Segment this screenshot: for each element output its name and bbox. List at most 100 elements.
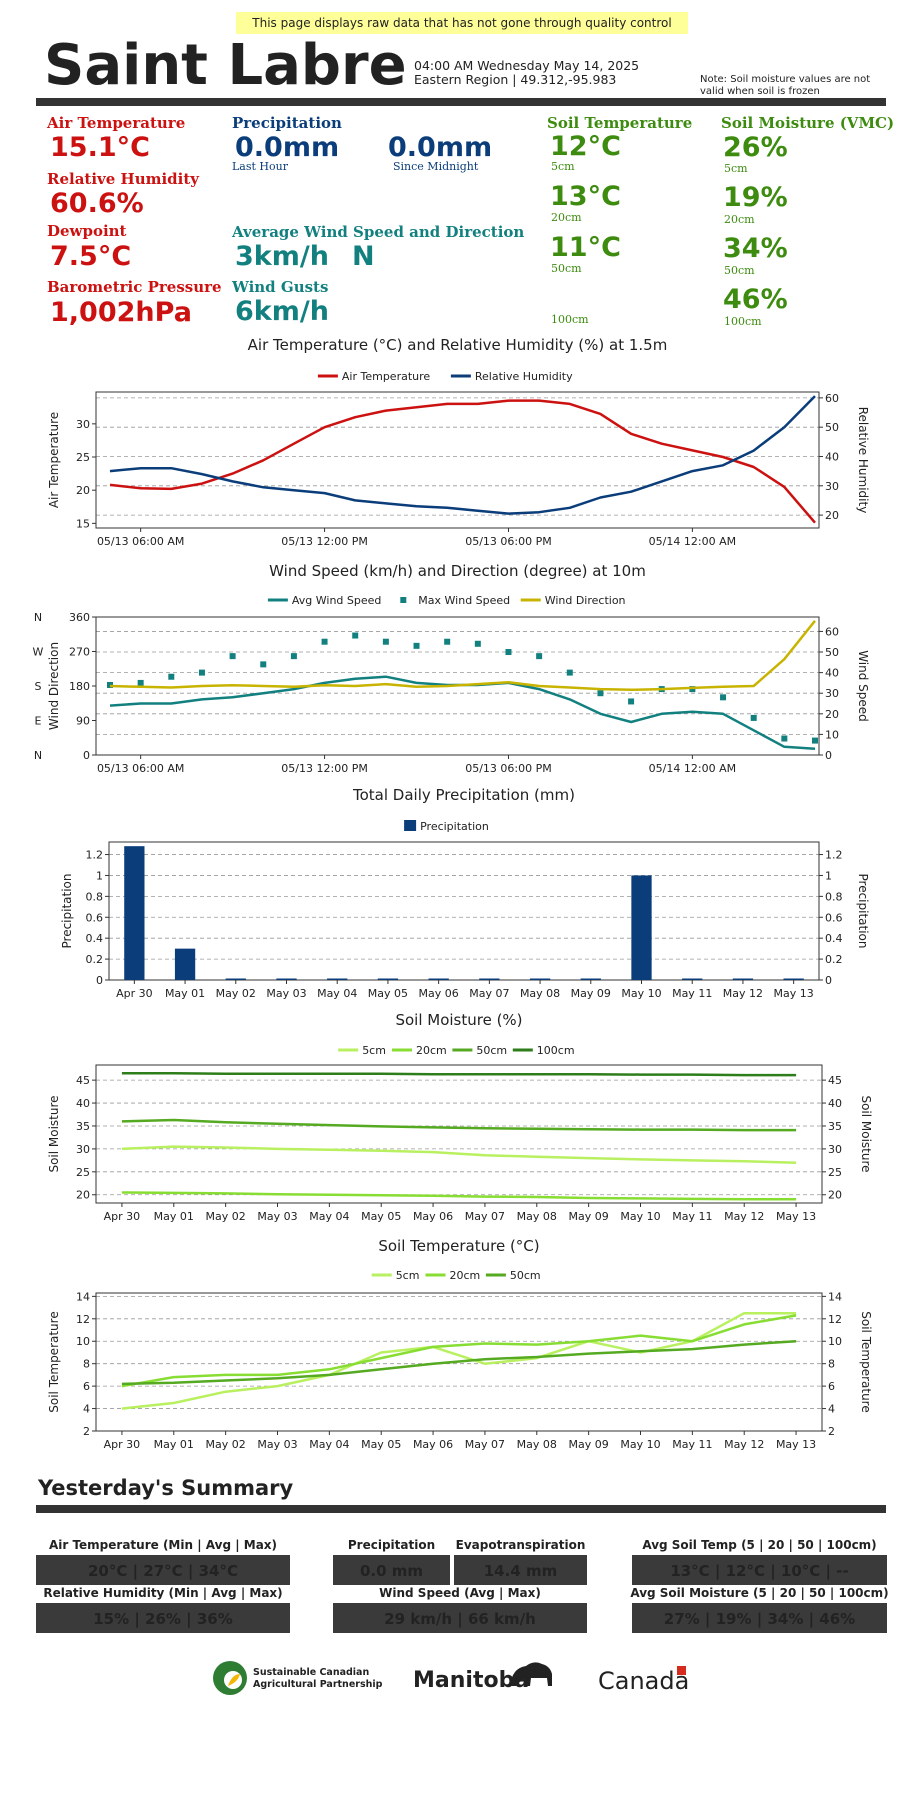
value: 34% [723,233,788,264]
y2-axis-label: Precipitation [856,873,870,948]
value: 46% [723,284,788,315]
bar [580,978,601,980]
legend-label: 50cm [476,1044,507,1057]
y2-tick-label: 0 [825,749,832,762]
x-tick-label: May 02 [206,1210,246,1223]
summary-value: 27% | 19% | 34% | 46% [664,1610,855,1629]
summary-value: 29 km/h | 66 km/h [384,1610,536,1629]
summary-box [333,1555,450,1585]
y-tick-label: 360 [69,611,90,624]
legend-label: Avg Wind Speed [292,594,382,607]
x-tick-label: May 10 [621,987,661,1000]
summary-value: 13°C | 12°C | 10°C | -- [670,1562,848,1581]
plot-frame [95,391,820,529]
y2-tick-label: 50 [825,421,839,434]
x-tick-label: May 11 [672,1438,712,1451]
y2-tick-label: 40 [825,667,839,680]
x-tick-label: May 03 [257,1438,297,1451]
y-tick-label: 12 [76,1313,90,1326]
x-tick-label: May 08 [517,1210,557,1223]
y-tick-label: 0 [83,749,90,762]
x-tick-label: May 11 [672,1210,712,1223]
x-tick-label: May 02 [206,1438,246,1451]
direction-label: E [35,715,42,728]
x-tick-label: May 12 [724,1438,764,1451]
divider [36,1505,886,1513]
summary-box [36,1555,290,1585]
x-tick-label: May 03 [266,987,306,1000]
x-tick-label: May 04 [309,1210,349,1223]
x-tick-label: May 08 [517,1438,557,1451]
logo-text: Sustainable Canadian [253,1667,369,1678]
marker [444,638,451,645]
value: 11°C [550,232,621,263]
marker [321,638,328,645]
label: Wind Gusts [231,278,328,296]
label: Barometric Pressure [47,278,222,296]
marker [597,690,604,697]
line-series [121,1118,797,1132]
y2-tick-label: 60 [825,392,839,405]
value: 7.5°C [50,241,131,272]
depth: 100cm [551,313,589,326]
label: Average Wind Speed and Direction [231,223,524,241]
value: 3km/h [235,241,329,272]
bar [631,875,652,980]
x-tick-label: May 12 [724,1210,764,1223]
summary-box [36,1603,290,1633]
y2-axis-label: Wind Speed [856,650,870,722]
y2-tick-label: 6 [828,1380,835,1393]
divider [36,98,886,106]
y2-tick-label: 0.2 [825,953,843,966]
legend-label: Air Temperature [342,370,431,383]
value: N [352,241,375,272]
y2-tick-label: 0 [825,974,832,987]
summary-value: 0.0 mm [360,1562,423,1580]
y2-tick-label: 10 [825,728,839,741]
summary-label: Avg Soil Moisture (5 | 20 | 50 | 100cm) [630,1586,888,1600]
y2-tick-label: 8 [828,1358,835,1371]
marker [720,694,727,701]
x-tick-label: Apr 30 [104,1438,141,1451]
datetime: 04:00 AM Wednesday May 14, 2025 [414,58,639,73]
notice-box [236,12,688,34]
summary-label: Wind Speed (Avg | Max) [379,1586,541,1600]
x-tick-label: 05/14 12:00 AM [649,535,736,548]
label: Dewpoint [47,222,127,240]
bar [682,978,703,980]
y-tick-label: 30 [76,1143,90,1156]
chart-title: Soil Temperature (°C) [378,1237,539,1255]
y-tick-label: 25 [76,1166,90,1179]
value: 1,002hPa [50,297,192,328]
y2-tick-label: 40 [825,450,839,463]
y-axis-label: Wind Direction [47,642,61,730]
plot-frame [95,1064,823,1204]
bar [377,978,399,980]
x-tick-label: May 10 [620,1438,660,1451]
x-tick-label: May 07 [465,1438,505,1451]
bar [783,978,804,980]
x-tick-label: May 03 [257,1210,297,1223]
value: 6km/h [235,296,329,327]
y2-tick-label: 50 [825,646,839,659]
depth: 50cm [551,262,582,275]
y2-tick-label: 25 [828,1166,842,1179]
logo-text: Manitoba [413,1668,529,1693]
y-tick-label: 20 [76,1189,90,1202]
region: Eastern Region | 49.312,-95.983 [414,72,616,87]
x-tick-label: Apr 30 [116,987,153,1000]
line-series [121,1339,797,1386]
y2-axis-label: Relative Humidity [856,407,870,514]
x-tick-label: May 05 [361,1210,401,1223]
line-series [121,1191,797,1201]
sub-label: Last Hour [232,160,289,173]
y2-tick-label: 14 [828,1290,842,1303]
y2-tick-label: 1 [825,869,832,882]
summary-label: Avg Soil Temp (5 | 20 | 50 | 100cm) [642,1538,876,1552]
x-tick-label: 05/13 06:00 AM [97,535,184,548]
x-tick-label: May 02 [216,987,256,1000]
y2-axis-label: Soil Temperature [859,1311,873,1412]
x-tick-label: May 13 [776,1438,816,1451]
legend-label: Max Wind Speed [418,594,510,607]
x-tick-label: May 10 [620,1210,660,1223]
